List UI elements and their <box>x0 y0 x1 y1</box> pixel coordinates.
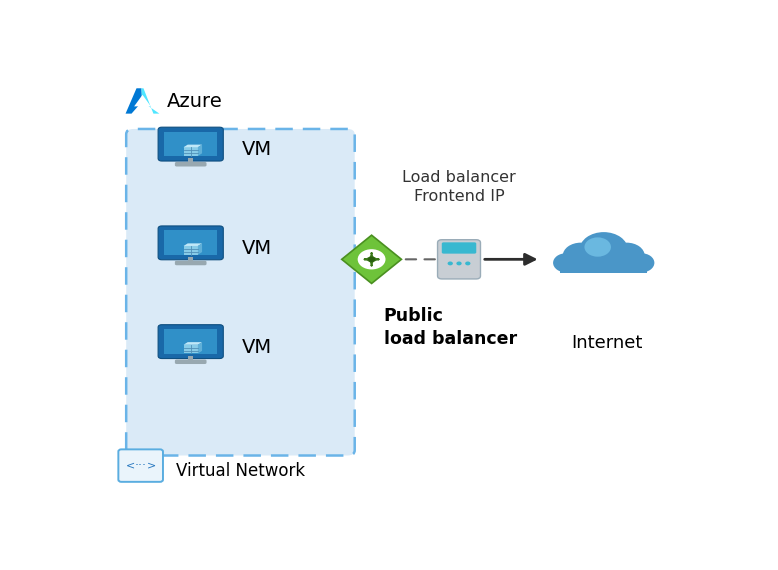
Circle shape <box>553 253 580 272</box>
Circle shape <box>368 256 375 262</box>
FancyBboxPatch shape <box>188 257 193 262</box>
Text: >: > <box>146 461 156 471</box>
FancyBboxPatch shape <box>560 258 647 274</box>
Circle shape <box>447 262 453 266</box>
FancyBboxPatch shape <box>188 356 193 361</box>
FancyBboxPatch shape <box>175 260 206 265</box>
Polygon shape <box>184 342 202 345</box>
FancyBboxPatch shape <box>175 360 206 364</box>
Circle shape <box>358 249 386 270</box>
Polygon shape <box>184 145 202 147</box>
FancyBboxPatch shape <box>442 242 476 254</box>
Polygon shape <box>134 95 151 107</box>
Text: Load balancer
Frontend IP: Load balancer Frontend IP <box>402 169 516 204</box>
FancyBboxPatch shape <box>118 449 163 482</box>
Circle shape <box>628 253 654 272</box>
Polygon shape <box>198 342 202 353</box>
Text: Public
load balancer: Public load balancer <box>384 307 517 348</box>
Polygon shape <box>184 243 202 246</box>
Circle shape <box>562 243 599 269</box>
Text: <: < <box>125 461 135 471</box>
Circle shape <box>584 237 611 256</box>
Polygon shape <box>198 243 202 255</box>
Polygon shape <box>184 345 198 353</box>
Text: VM: VM <box>242 239 272 258</box>
Circle shape <box>608 243 645 269</box>
Polygon shape <box>184 147 198 156</box>
FancyBboxPatch shape <box>164 230 217 255</box>
Text: Azure: Azure <box>166 92 223 111</box>
Polygon shape <box>142 88 159 113</box>
Polygon shape <box>125 88 142 113</box>
Text: Internet: Internet <box>571 333 643 352</box>
FancyBboxPatch shape <box>188 158 193 163</box>
Text: ···: ··· <box>135 459 147 472</box>
Text: VM: VM <box>242 337 272 357</box>
Polygon shape <box>184 246 198 255</box>
Text: VM: VM <box>242 140 272 159</box>
Circle shape <box>573 245 611 272</box>
Text: Virtual Network: Virtual Network <box>176 462 305 481</box>
Circle shape <box>457 262 461 266</box>
Circle shape <box>580 232 628 267</box>
FancyBboxPatch shape <box>164 132 217 157</box>
FancyBboxPatch shape <box>158 127 223 161</box>
FancyBboxPatch shape <box>158 325 223 359</box>
FancyBboxPatch shape <box>437 240 481 279</box>
FancyBboxPatch shape <box>175 162 206 166</box>
Circle shape <box>597 245 635 272</box>
FancyBboxPatch shape <box>158 226 223 260</box>
Polygon shape <box>342 235 401 283</box>
FancyBboxPatch shape <box>126 129 355 455</box>
Polygon shape <box>198 145 202 156</box>
FancyBboxPatch shape <box>164 329 217 354</box>
Circle shape <box>465 262 471 266</box>
